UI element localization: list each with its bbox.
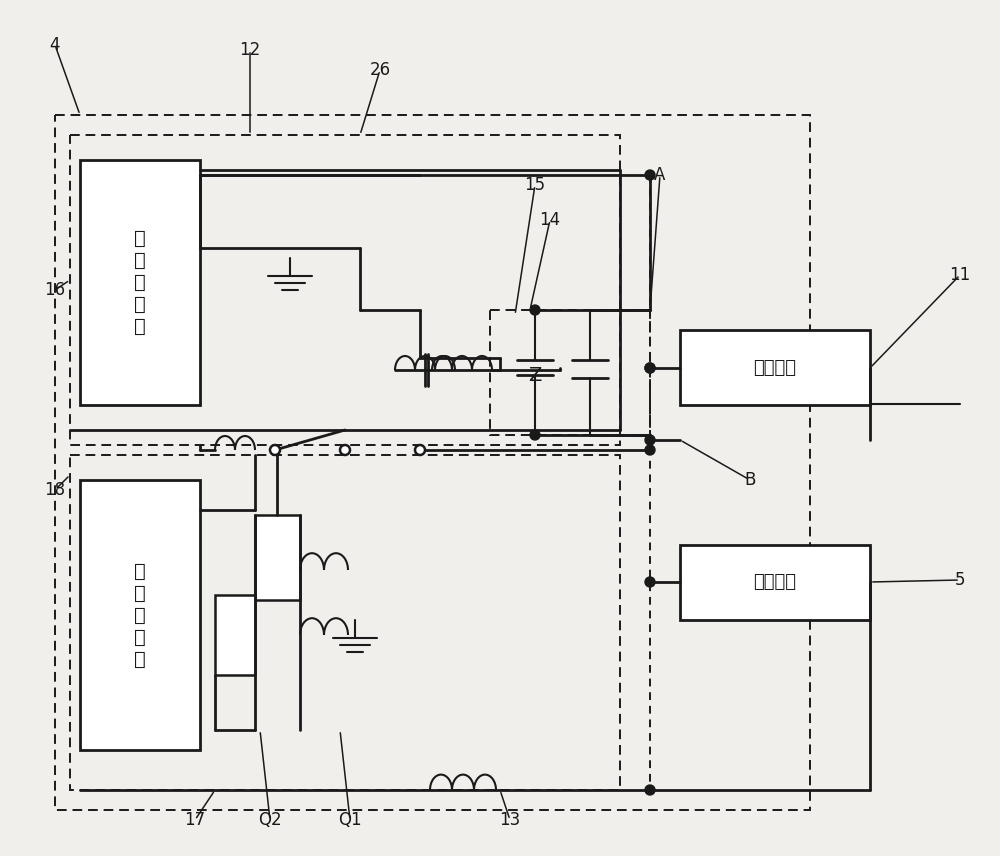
Text: 13: 13 — [499, 811, 521, 829]
Text: 12: 12 — [239, 41, 261, 59]
Text: 第
一
控
制
部: 第 一 控 制 部 — [134, 229, 146, 336]
Circle shape — [645, 435, 655, 445]
Text: B: B — [744, 471, 756, 489]
Text: Q2: Q2 — [258, 811, 282, 829]
Text: 16: 16 — [44, 281, 66, 299]
Text: 15: 15 — [524, 176, 546, 194]
Text: 18: 18 — [44, 481, 66, 499]
Text: 4: 4 — [50, 36, 60, 54]
Text: 第
二
控
制
部: 第 二 控 制 部 — [134, 562, 146, 669]
Circle shape — [645, 363, 655, 373]
Bar — [490, 310, 650, 435]
Circle shape — [340, 445, 350, 455]
Bar — [80, 160, 200, 405]
Text: A: A — [654, 166, 666, 184]
Text: 11: 11 — [949, 266, 971, 284]
Text: Q1: Q1 — [338, 811, 362, 829]
Bar — [680, 330, 870, 405]
Circle shape — [645, 170, 655, 180]
Text: 交流電源: 交流電源 — [754, 359, 796, 377]
Circle shape — [645, 785, 655, 795]
Bar — [255, 515, 300, 600]
Circle shape — [530, 430, 540, 440]
Bar — [55, 115, 810, 810]
Text: 26: 26 — [369, 61, 391, 79]
Text: 14: 14 — [539, 211, 561, 229]
Circle shape — [415, 445, 425, 455]
Bar — [70, 455, 620, 790]
Bar — [70, 135, 620, 445]
Circle shape — [645, 577, 655, 587]
Text: 17: 17 — [184, 811, 206, 829]
Circle shape — [270, 445, 280, 455]
Circle shape — [645, 363, 655, 373]
Text: Z: Z — [528, 366, 542, 384]
Bar — [80, 480, 200, 750]
Circle shape — [530, 305, 540, 315]
Text: 5: 5 — [955, 571, 965, 589]
Bar — [215, 595, 255, 675]
Bar — [680, 545, 870, 620]
Circle shape — [645, 445, 655, 455]
Text: 照明裝置: 照明裝置 — [754, 574, 796, 591]
